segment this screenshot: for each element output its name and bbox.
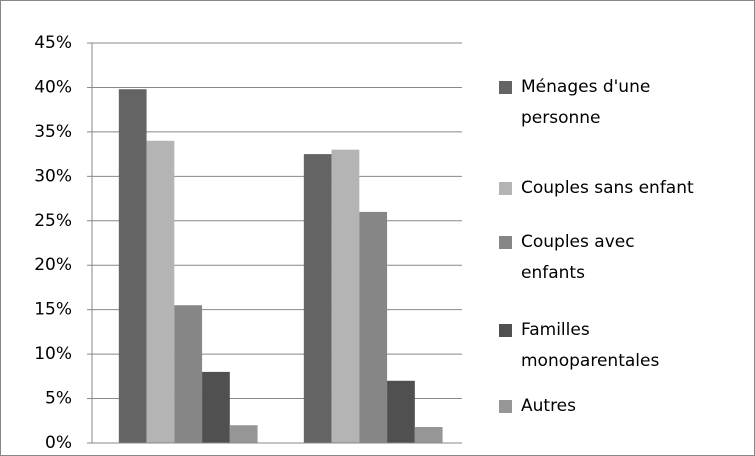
legend-item: Couples avec enfants: [499, 227, 671, 289]
legend-swatch: [499, 400, 512, 413]
legend-label: Couples sans enfant: [521, 178, 694, 198]
legend-label: Ménages d'une personne: [521, 77, 651, 128]
y-tick-label: 20%: [34, 255, 72, 275]
legend-label: Couples avec enfants: [521, 232, 635, 283]
bar: [359, 211, 388, 443]
bar: [229, 425, 258, 443]
y-tick-label: 5%: [45, 389, 72, 409]
bar: [414, 427, 443, 443]
y-tick-label: 0%: [45, 433, 72, 453]
legend-label: Autres: [521, 396, 577, 416]
y-tick-label: 25%: [34, 211, 72, 231]
y-tick-label: 35%: [34, 122, 72, 142]
legend-item: Couples sans enfant: [499, 173, 755, 204]
bar: [146, 140, 175, 443]
bar: [303, 154, 332, 443]
bar: [202, 371, 230, 443]
legend-swatch: [499, 81, 512, 94]
bar: [174, 305, 203, 443]
legend-swatch: [499, 236, 512, 249]
legend-swatch: [499, 182, 512, 195]
y-tick-label: 40%: [34, 77, 72, 97]
y-tick-label: 45%: [34, 33, 72, 53]
legend-item: Ménages d'une personne: [499, 72, 671, 134]
y-tick-label: 10%: [34, 344, 72, 364]
y-tick-label: 30%: [34, 166, 72, 186]
legend-swatch: [499, 324, 512, 337]
bar: [331, 149, 360, 443]
bar: [118, 89, 147, 443]
legend-item: Autres: [499, 391, 671, 422]
bar: [387, 380, 415, 443]
y-tick-label: 15%: [34, 300, 72, 320]
legend-label: Familles monoparentales: [521, 320, 660, 371]
legend-item: Familles monoparentales: [499, 315, 671, 377]
